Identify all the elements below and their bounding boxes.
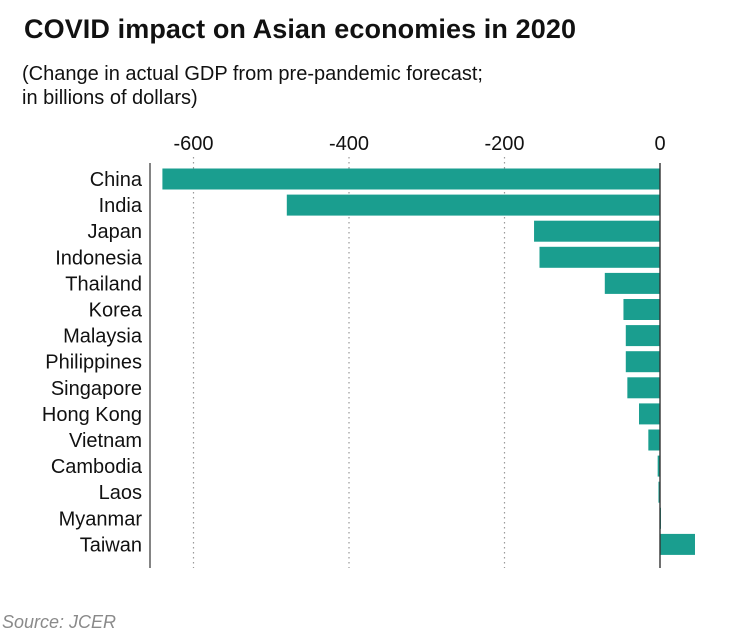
bar-philippines (625, 351, 660, 373)
bar-taiwan (660, 533, 695, 555)
category-label: Taiwan (80, 534, 142, 556)
category-label: Philippines (45, 352, 142, 374)
bar-singapore (627, 377, 660, 399)
bar-china (162, 168, 660, 190)
category-label: Myanmar (59, 508, 143, 530)
x-tick-label: -400 (329, 133, 369, 155)
category-label: Japan (88, 221, 143, 243)
category-label: Vietnam (69, 430, 142, 452)
bar-vietnam (648, 429, 660, 451)
bar-malaysia (625, 325, 660, 347)
category-label: Malaysia (63, 326, 143, 348)
x-tick-label: 0 (654, 133, 665, 155)
x-tick-label: -600 (173, 133, 213, 155)
x-tick-label: -200 (484, 133, 524, 155)
category-label: Laos (99, 482, 142, 504)
chart-title: COVID impact on Asian economies in 2020 (24, 14, 577, 44)
bar-thailand (604, 272, 660, 294)
bar-korea (623, 299, 660, 320)
category-label: India (99, 195, 143, 217)
category-label: Hong Kong (42, 404, 142, 426)
category-label: China (90, 169, 143, 191)
bar-cambodia (657, 455, 660, 477)
bars (162, 168, 695, 555)
x-axis-ticks: -600 -400 -200 0 (173, 133, 665, 155)
chart-subtitle: (Change in actual GDP from pre-pandemic … (22, 63, 483, 109)
bar-hong-kong (639, 403, 660, 425)
bar-indonesia (539, 246, 660, 268)
category-label: Singapore (51, 378, 142, 400)
bar-india (286, 194, 660, 216)
category-label: Korea (89, 300, 143, 322)
category-label: Cambodia (51, 456, 143, 478)
category-labels: China India Japan Indonesia Thailand Korea Mal… (42, 169, 143, 556)
grid-layer (192, 157, 506, 568)
category-label: Indonesia (55, 247, 143, 269)
source-note: Source: JCER (2, 612, 117, 632)
category-label: Thailand (65, 273, 142, 295)
axes (149, 163, 661, 568)
bar-laos (658, 481, 660, 503)
bar-japan (534, 220, 660, 242)
